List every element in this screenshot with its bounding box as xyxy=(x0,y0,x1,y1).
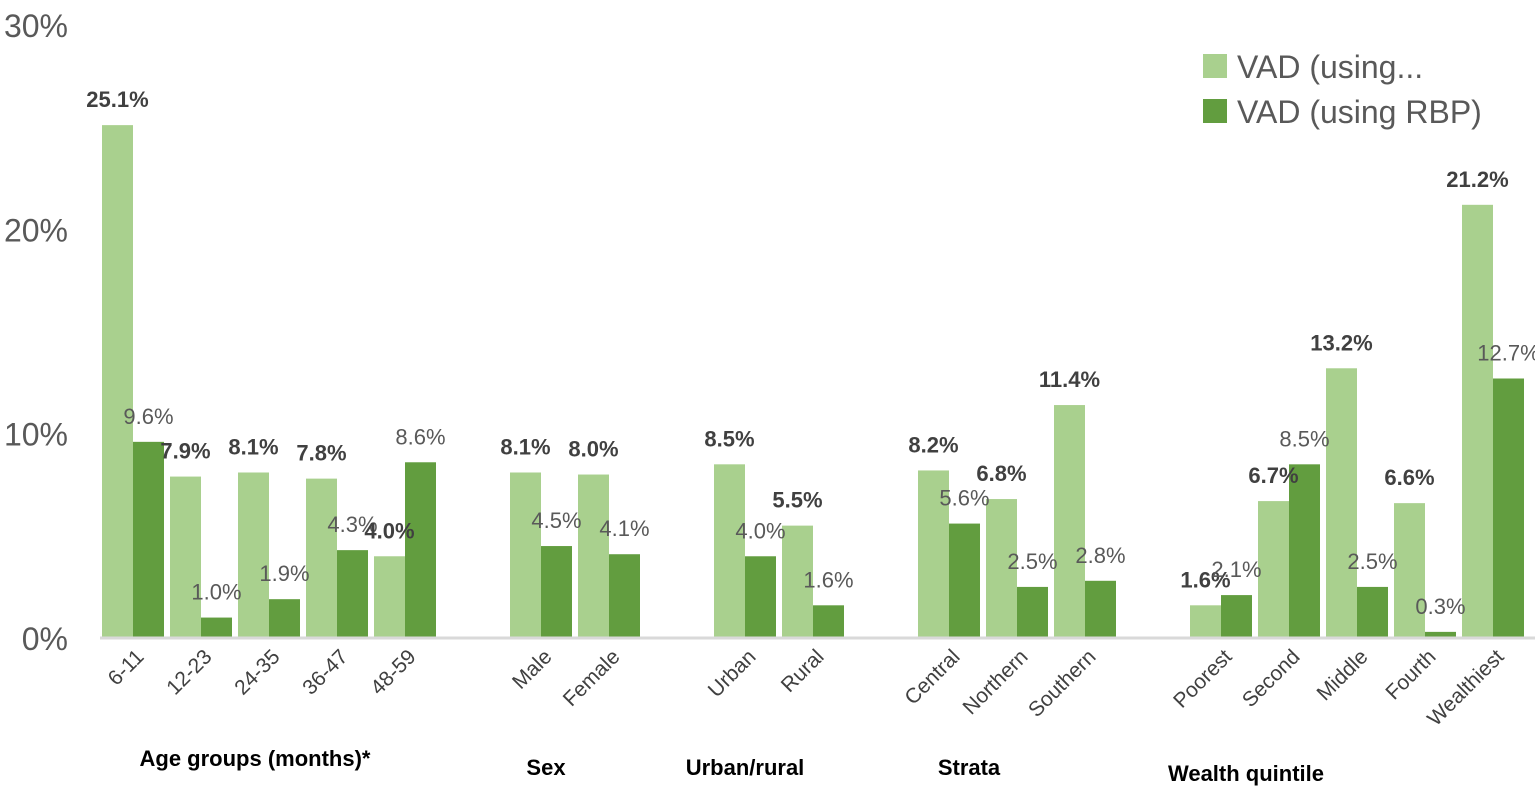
data-label-series-a: 8.5% xyxy=(704,426,754,451)
bar-series-b xyxy=(745,556,776,638)
bar-series-b xyxy=(1017,586,1048,638)
data-label-series-b: 4.0% xyxy=(735,518,785,543)
bar-series-b xyxy=(337,550,368,638)
data-label-series-a: 4.0% xyxy=(364,518,414,543)
bar-series-a xyxy=(782,525,813,638)
data-label-series-b: 9.6% xyxy=(123,404,173,429)
data-label-series-a: 8.2% xyxy=(908,432,958,457)
data-label-series-a: 25.1% xyxy=(86,87,148,112)
data-label-series-b: 4.1% xyxy=(599,516,649,541)
x-tick-label: Southern xyxy=(1024,645,1101,722)
bar-series-b xyxy=(1425,631,1456,638)
data-label-series-b: 0.3% xyxy=(1415,594,1465,619)
x-tick-label: Poorest xyxy=(1169,645,1237,713)
data-label-series-a: 11.4% xyxy=(1039,367,1100,392)
data-label-series-b: 1.0% xyxy=(191,580,241,605)
bar-series-b xyxy=(1085,580,1116,638)
x-tick-label: Male xyxy=(508,645,556,693)
legend-label: VAD (using... xyxy=(1237,49,1423,85)
group-label: Urban/rural xyxy=(686,755,805,780)
data-label-series-a: 5.5% xyxy=(772,488,822,513)
data-label-series-a: 1.6% xyxy=(1180,567,1230,592)
data-label-series-b: 2.5% xyxy=(1347,549,1397,574)
bar-series-b xyxy=(1493,378,1524,638)
data-label-series-b: 12.7% xyxy=(1477,340,1535,365)
y-tick-label: 0% xyxy=(22,621,68,657)
data-label-series-a: 13.2% xyxy=(1310,330,1372,355)
bar-series-a xyxy=(306,478,337,638)
x-tick-label: Urban xyxy=(704,645,761,702)
x-tick-label: Central xyxy=(900,645,964,709)
x-tick-label: 24-35 xyxy=(230,645,284,699)
data-label-series-a: 7.9% xyxy=(160,439,210,464)
data-label-series-a: 8.1% xyxy=(228,434,278,459)
legend-label: VAD (using RBP) xyxy=(1237,94,1482,130)
bar-series-a xyxy=(1190,605,1221,638)
bar-series-a xyxy=(918,470,949,638)
bar-series-a xyxy=(238,472,269,638)
bar-series-b xyxy=(1289,464,1320,638)
bar-series-a xyxy=(1258,501,1289,638)
data-label-series-a: 21.2% xyxy=(1446,167,1508,192)
data-label-series-b: 5.6% xyxy=(939,486,989,511)
bar-series-b xyxy=(133,441,164,638)
legend-swatch xyxy=(1203,99,1227,123)
y-tick-label: 20% xyxy=(4,212,68,248)
legend: VAD (using... VAD (using RBP) xyxy=(1203,49,1482,130)
x-tick-label: 48-59 xyxy=(366,645,420,699)
x-tick-label: Female xyxy=(559,645,625,711)
data-label-series-a: 8.0% xyxy=(568,437,618,462)
y-tick-label: 30% xyxy=(4,8,68,44)
bar-series-b xyxy=(813,605,844,638)
data-label-series-b: 4.3% xyxy=(327,512,377,537)
bar-series-a xyxy=(1462,204,1493,638)
bar-series-a xyxy=(714,464,745,638)
x-tick-label: Second xyxy=(1238,645,1305,712)
x-tick-label: Northern xyxy=(958,645,1032,719)
data-label-series-b: 1.9% xyxy=(259,561,309,586)
x-tick-label: 12-23 xyxy=(162,645,216,699)
bar-series-b xyxy=(201,617,232,638)
data-label-series-b: 8.6% xyxy=(395,424,445,449)
bar-series-b xyxy=(405,462,436,638)
data-label-series-a: 6.7% xyxy=(1248,463,1298,488)
x-tick-label: Middle xyxy=(1313,645,1373,705)
bar-series-a xyxy=(1326,368,1357,638)
data-label-series-a: 7.8% xyxy=(296,441,346,466)
bar-series-a xyxy=(986,499,1017,638)
bar-series-b xyxy=(1221,595,1252,638)
data-label-series-b: 1.6% xyxy=(803,567,853,592)
bar-series-a xyxy=(170,476,201,638)
bar-series-b xyxy=(609,554,640,638)
group-label: Age groups (months)* xyxy=(140,746,371,771)
bar-series-a xyxy=(578,474,609,638)
bar-series-b xyxy=(1357,586,1388,638)
group-label: Sex xyxy=(526,755,566,780)
x-tick-label: Rural xyxy=(777,645,829,697)
data-label-series-b: 4.5% xyxy=(531,508,581,533)
bar-series-a xyxy=(1394,503,1425,638)
legend-swatch xyxy=(1203,54,1227,78)
group-label: Strata xyxy=(938,755,1001,780)
x-tick-label: Fourth xyxy=(1381,645,1440,704)
data-label-series-b: 2.5% xyxy=(1007,549,1057,574)
data-label-series-a: 8.1% xyxy=(500,434,550,459)
data-label-series-b: 8.5% xyxy=(1279,426,1329,451)
bar-series-b xyxy=(541,546,572,638)
x-tick-label: 36-47 xyxy=(298,645,352,699)
data-label-series-a: 6.8% xyxy=(976,461,1026,486)
group-label: Wealth quintile xyxy=(1168,761,1324,786)
bar-series-a xyxy=(374,556,405,638)
y-tick-label: 10% xyxy=(4,417,68,453)
x-tick-label: 6-11 xyxy=(104,645,149,690)
data-label-series-b: 2.1% xyxy=(1211,557,1261,582)
bar-series-a xyxy=(102,125,133,638)
bar-series-a xyxy=(510,472,541,638)
data-label-series-a: 6.6% xyxy=(1384,465,1434,490)
bar-series-b xyxy=(949,523,980,638)
bar-series-b xyxy=(269,599,300,638)
data-label-series-b: 2.8% xyxy=(1075,543,1125,568)
bar-series-a xyxy=(1054,405,1085,638)
